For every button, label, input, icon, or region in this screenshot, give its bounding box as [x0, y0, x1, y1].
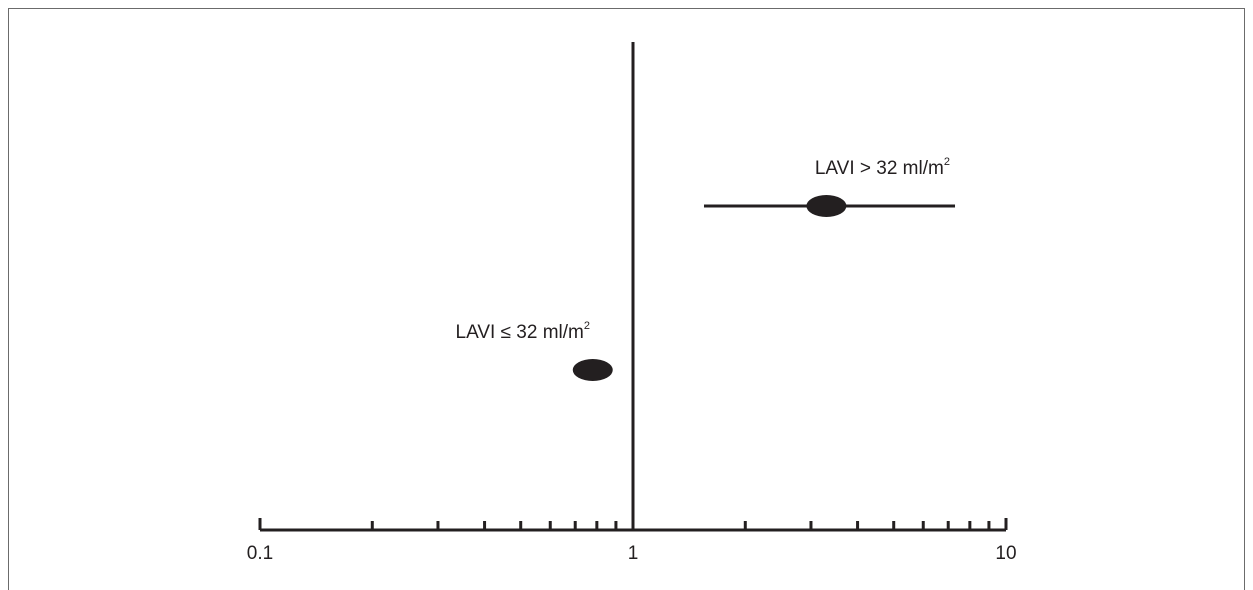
x-tick-label: 0.1	[247, 543, 273, 564]
series-label-text: LAVI > 32 ml/m	[815, 158, 944, 179]
point-estimate-marker	[806, 195, 847, 217]
series-label-text: LAVI ≤ 32 ml/m	[456, 322, 584, 343]
x-tick-label: 1	[628, 543, 639, 564]
series-label: LAVI ≤ 32 ml/m2	[456, 320, 590, 343]
series-label: LAVI > 32 ml/m2	[815, 156, 950, 179]
series-row: LAVI > 32 ml/m2	[703, 156, 956, 217]
series-row: LAVI ≤ 32 ml/m2	[456, 320, 613, 381]
point-estimate-marker	[572, 359, 613, 381]
series-label-superscript: 2	[584, 320, 590, 332]
x-tick-label: 10	[995, 543, 1016, 564]
series-label-superscript: 2	[944, 156, 950, 168]
chart-frame	[8, 8, 1245, 590]
